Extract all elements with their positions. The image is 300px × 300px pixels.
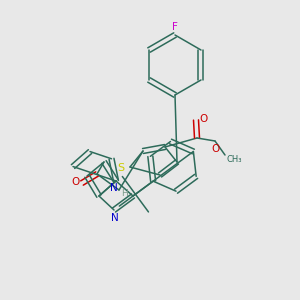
Text: CH₃: CH₃ <box>226 154 242 164</box>
Text: N: N <box>111 213 119 223</box>
Text: H: H <box>122 188 128 197</box>
Text: O: O <box>199 114 207 124</box>
Text: O: O <box>212 144 220 154</box>
Text: S: S <box>117 163 124 173</box>
Text: N: N <box>110 183 118 193</box>
Text: O: O <box>71 177 79 187</box>
Text: F: F <box>172 22 178 32</box>
